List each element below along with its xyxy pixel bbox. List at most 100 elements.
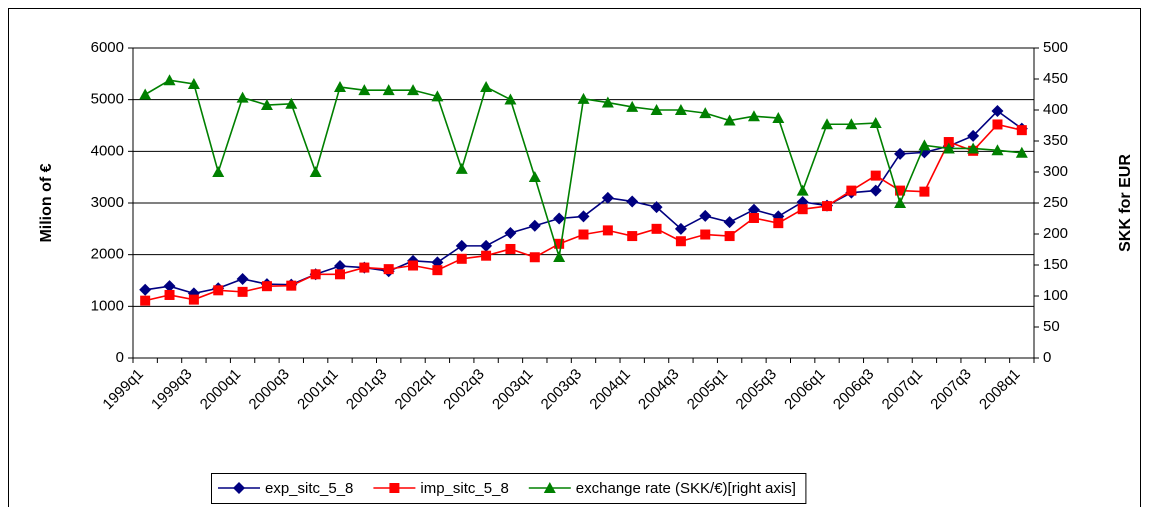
data-point [163, 280, 176, 293]
y-tick-label: 0 [116, 349, 124, 366]
data-point [724, 231, 735, 242]
data-point [651, 223, 662, 234]
data-point [943, 137, 954, 148]
y-tick-label: 3000 [91, 194, 124, 211]
y2-tick-label: 400 [1043, 101, 1068, 118]
x-tick-label: 1999q1 [99, 366, 146, 413]
data-point [699, 107, 712, 119]
data-point [675, 236, 686, 247]
x-tick-label: 2000q1 [197, 366, 244, 413]
data-point [358, 84, 371, 96]
series-line [145, 109, 1023, 295]
data-point [870, 170, 881, 181]
data-point [869, 117, 882, 129]
data-point [626, 195, 639, 208]
data-point [505, 243, 516, 254]
data-point [845, 118, 858, 130]
data-point [747, 203, 760, 216]
data-point [237, 286, 248, 297]
data-point [139, 88, 152, 100]
data-point [382, 84, 395, 96]
legend-marker [233, 482, 245, 494]
data-point [1015, 146, 1028, 158]
data-point [260, 99, 273, 111]
x-tick-label: 2007q1 [879, 366, 926, 413]
y2-tick-label: 450 [1043, 70, 1068, 87]
data-point [188, 294, 199, 305]
data-point [504, 93, 517, 105]
data-point [212, 166, 225, 177]
data-point [309, 166, 322, 177]
y2-tick-label: 100 [1043, 287, 1068, 304]
data-point [967, 142, 980, 154]
data-point [140, 295, 151, 306]
data-point [577, 92, 590, 104]
data-point [894, 197, 907, 208]
legend-label: exchange rate (SKK/€)[right axis] [576, 480, 796, 497]
y2-tick-label: 150 [1043, 256, 1068, 273]
x-tick-label: 2007q3 [927, 366, 974, 413]
legend-marker [543, 482, 556, 493]
data-point [553, 250, 566, 262]
legend: exp_sitc_5_8 imp_sitc_5_8 exchange rate (S… [211, 473, 807, 504]
data-point [992, 119, 1003, 130]
legend-label: exp_sitc_5_8 [265, 480, 353, 497]
data-point [822, 201, 833, 212]
y-tick-label: 5000 [91, 91, 124, 108]
data-point [601, 96, 614, 108]
data-point [554, 238, 565, 249]
x-tick-label: 2004q1 [586, 366, 633, 413]
y2-tick-label: 350 [1043, 132, 1068, 149]
x-tick-label: 2006q1 [781, 366, 828, 413]
data-point [578, 229, 589, 240]
data-point [432, 265, 443, 276]
data-point [674, 222, 687, 235]
data-point [797, 204, 808, 215]
data-point [821, 118, 834, 130]
data-point [895, 185, 906, 196]
data-point [455, 239, 468, 252]
data-point [163, 74, 176, 86]
data-point [553, 212, 566, 225]
x-tick-label: 2004q3 [635, 366, 682, 413]
data-point [967, 129, 980, 142]
data-point [723, 216, 736, 229]
data-point [626, 100, 639, 112]
data-point [650, 201, 663, 214]
data-point [139, 283, 152, 296]
data-point [528, 219, 541, 232]
data-point [602, 225, 613, 236]
data-point [991, 105, 1004, 118]
data-point [285, 97, 298, 109]
data-point [310, 269, 321, 280]
y2-tick-label: 300 [1043, 163, 1068, 180]
data-point [529, 252, 540, 263]
data-point [286, 280, 297, 291]
x-tick-label: 2003q3 [538, 366, 585, 413]
data-point [723, 114, 736, 126]
data-point [773, 218, 784, 229]
x-tick-label: 2002q1 [392, 366, 439, 413]
data-point [747, 110, 760, 122]
x-tick-label: 2001q1 [294, 366, 341, 413]
data-point [991, 144, 1004, 156]
y-tick-label: 1000 [91, 297, 124, 314]
data-point [333, 81, 346, 93]
y-tick-label: 2000 [91, 246, 124, 263]
data-point [480, 81, 493, 93]
x-tick-label: 2001q3 [343, 366, 390, 413]
y-tick-label: 6000 [91, 39, 124, 56]
data-point [918, 139, 931, 151]
x-tick-label: 1999q3 [148, 366, 195, 413]
data-point [577, 210, 590, 223]
data-point [1016, 125, 1027, 136]
data-point [796, 184, 809, 196]
data-point [236, 91, 249, 103]
data-point [408, 260, 419, 271]
data-point [919, 186, 930, 197]
x-tick-label: 2000q3 [245, 366, 292, 413]
data-point [481, 250, 492, 261]
chart-border [8, 8, 1141, 507]
data-point [627, 231, 638, 242]
